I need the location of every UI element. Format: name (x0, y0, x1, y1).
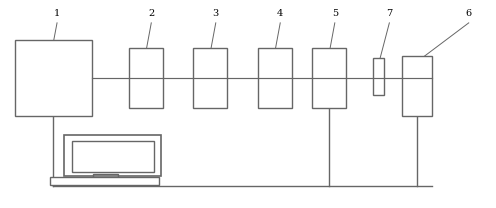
Bar (129, 48, 163, 108)
Bar (258, 48, 292, 108)
Bar (15, 40, 92, 116)
Text: 7: 7 (386, 9, 392, 18)
Text: 2: 2 (148, 9, 154, 18)
Bar (402, 56, 432, 116)
Bar (312, 48, 346, 108)
Bar (72, 141, 154, 172)
Text: 4: 4 (277, 9, 283, 18)
Text: 5: 5 (332, 9, 338, 18)
Bar (64, 135, 161, 176)
Bar (93, 174, 118, 178)
Bar (50, 177, 159, 185)
Text: 3: 3 (213, 9, 219, 18)
Bar (193, 48, 227, 108)
Text: 1: 1 (54, 9, 60, 18)
Bar (373, 58, 384, 95)
Text: 6: 6 (466, 9, 472, 18)
